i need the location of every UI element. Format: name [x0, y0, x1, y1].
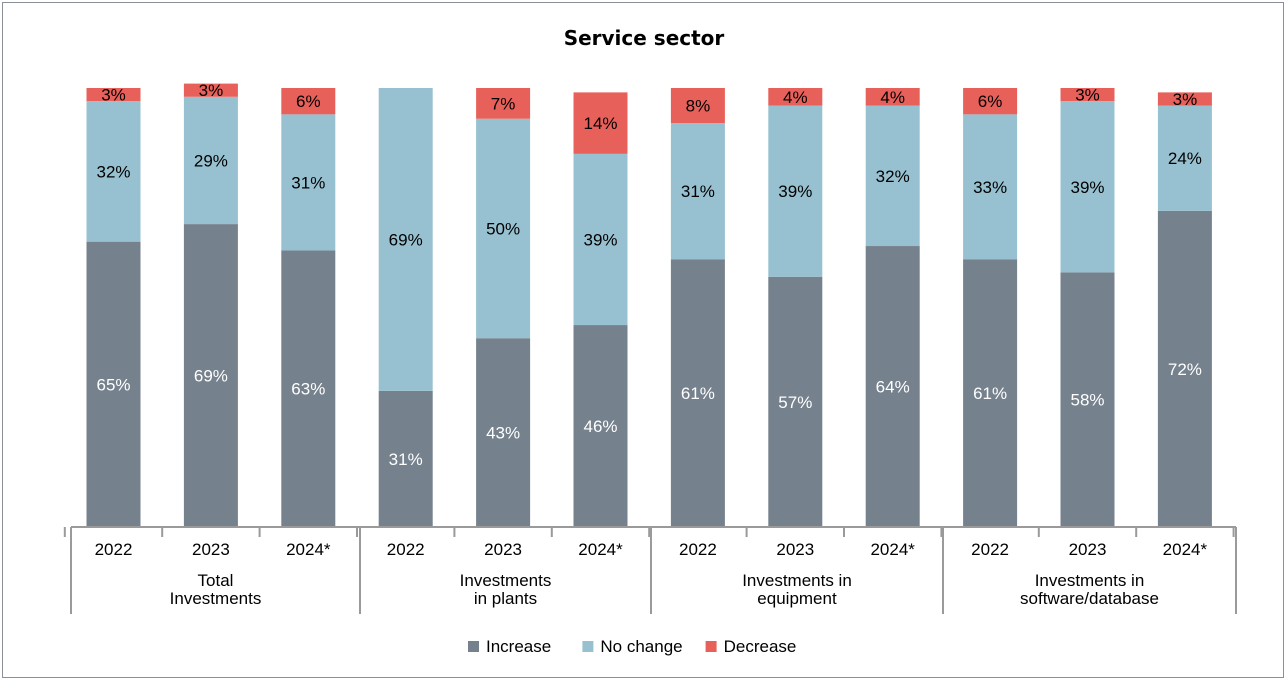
data-label: 29% — [194, 151, 228, 170]
chart-title: Service sector — [563, 26, 725, 50]
x-tick-label: 2024* — [1163, 540, 1208, 559]
bar-segment-no-change — [768, 105, 823, 277]
bar-segment-increase — [768, 276, 823, 527]
x-tick-label: 2022 — [387, 540, 425, 559]
bar-segment-no-change — [378, 88, 433, 391]
data-label: 31% — [389, 450, 423, 469]
data-label: 31% — [681, 182, 715, 201]
x-tick-label: 2022 — [971, 540, 1009, 559]
bar-segment-increase — [1157, 210, 1212, 528]
data-label: 43% — [486, 424, 520, 443]
legend-label: No change — [600, 637, 682, 656]
legend-swatch-increase — [468, 641, 479, 652]
legend-label: Decrease — [724, 637, 797, 656]
data-label: 6% — [978, 92, 1003, 111]
data-label: 6% — [296, 92, 321, 111]
bar-segment-no-change — [865, 105, 920, 247]
bar-segment-no-change — [86, 101, 141, 242]
bar-segment-increase — [183, 224, 238, 527]
bar-segment-increase — [86, 241, 141, 527]
data-label: 61% — [681, 384, 715, 403]
data-label: 69% — [194, 367, 228, 386]
data-label: 72% — [1168, 360, 1202, 379]
bar-segment-decrease — [670, 88, 725, 124]
group-label: software/database — [1020, 589, 1159, 608]
data-label: 24% — [1168, 149, 1202, 168]
x-tick-label: 2023 — [776, 540, 814, 559]
x-tick-label: 2023 — [1069, 540, 1107, 559]
legend-swatch-decrease — [705, 641, 717, 652]
bar-segment-decrease — [86, 88, 141, 102]
bar-segment-no-change — [670, 123, 725, 260]
data-label: 39% — [1070, 178, 1104, 197]
bar-segment-increase — [573, 325, 628, 527]
bar-segment-decrease — [1060, 88, 1115, 102]
bar-segment-no-change — [476, 118, 531, 339]
data-label: 4% — [880, 88, 905, 107]
x-tick-label: 2022 — [95, 540, 133, 559]
data-label: 3% — [1173, 90, 1198, 109]
bar-segment-no-change — [963, 114, 1018, 260]
bar-segment-no-change — [1060, 101, 1115, 273]
group-label: Investments — [170, 589, 262, 608]
data-label: 32% — [96, 162, 130, 181]
data-label: 14% — [583, 114, 617, 133]
data-label: 8% — [686, 97, 711, 116]
bar-segment-increase — [963, 259, 1018, 527]
data-label: 57% — [778, 393, 812, 412]
bar-segment-increase — [865, 246, 920, 528]
data-label: 31% — [291, 173, 325, 192]
data-label: 46% — [583, 417, 617, 436]
data-label: 32% — [876, 167, 910, 186]
data-label: 3% — [101, 86, 126, 105]
bar-segment-no-change — [1157, 105, 1212, 211]
x-tick-label: 2024* — [870, 540, 915, 559]
legend-label: Increase — [486, 637, 551, 656]
bar-segment-decrease — [768, 88, 823, 106]
bar-segment-decrease — [573, 92, 628, 154]
group-label: Investments in — [742, 571, 852, 590]
data-label: 64% — [876, 378, 910, 397]
data-label: 63% — [291, 380, 325, 399]
data-label: 58% — [1070, 391, 1104, 410]
data-label: 69% — [389, 230, 423, 249]
group-label: Investments in — [1035, 571, 1145, 590]
data-label: 3% — [1075, 86, 1100, 105]
bar-segment-decrease — [476, 88, 531, 119]
legend-swatch-no-change — [582, 641, 594, 652]
bar-segment-decrease — [865, 88, 920, 106]
bar-segment-increase — [281, 250, 336, 527]
x-tick-label: 2023 — [484, 540, 522, 559]
bar-segment-increase — [476, 338, 531, 527]
data-label: 39% — [583, 230, 617, 249]
data-label: 39% — [778, 182, 812, 201]
data-label: 4% — [783, 88, 808, 107]
group-label: equipment — [757, 589, 837, 608]
bar-segment-decrease — [183, 83, 238, 97]
data-label: 61% — [973, 384, 1007, 403]
bar-segment-increase — [378, 390, 433, 527]
data-label: 50% — [486, 219, 520, 238]
bar-segment-no-change — [281, 114, 336, 251]
group-label: in plants — [474, 589, 537, 608]
data-label: 3% — [199, 81, 224, 100]
data-label: 65% — [96, 375, 130, 394]
x-tick-label: 2024* — [578, 540, 623, 559]
bar-segment-increase — [1060, 272, 1115, 527]
bar-segment-decrease — [281, 88, 336, 115]
bar-segment-decrease — [963, 88, 1018, 115]
data-label: 7% — [491, 94, 516, 113]
x-tick-label: 2022 — [679, 540, 717, 559]
group-label: Investments — [460, 571, 552, 590]
bar-segment-increase — [670, 259, 725, 527]
x-tick-label: 2024* — [286, 540, 331, 559]
group-label: Total — [198, 571, 234, 590]
bar-segment-decrease — [1157, 92, 1212, 106]
data-label: 33% — [973, 178, 1007, 197]
bar-segment-no-change — [573, 153, 628, 326]
bar-segment-no-change — [183, 96, 238, 225]
x-tick-label: 2023 — [192, 540, 230, 559]
